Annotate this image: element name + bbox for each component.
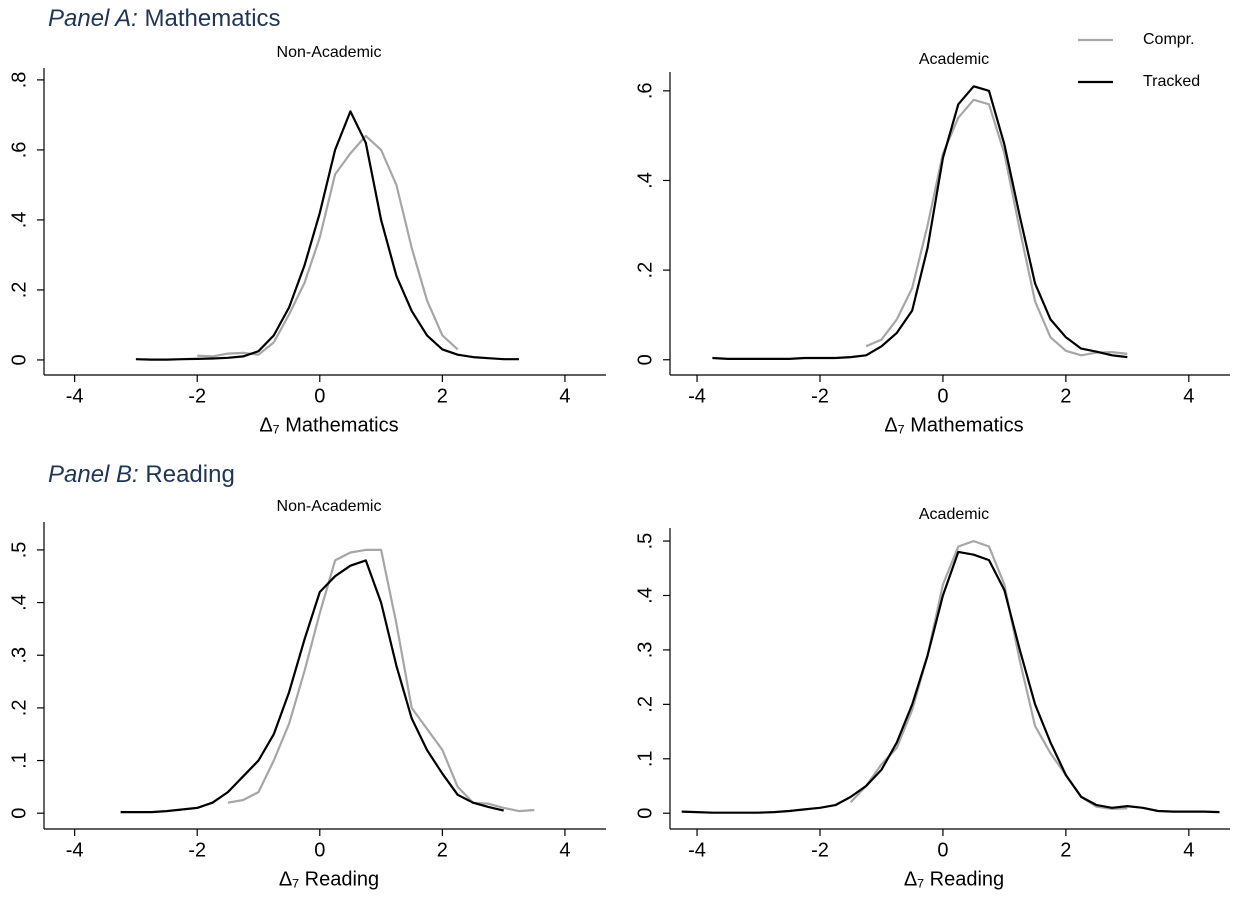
y-tick-label: 0 xyxy=(634,808,656,819)
x-tick-label: 0 xyxy=(937,839,948,861)
x-tick-label: 2 xyxy=(437,385,448,407)
x-tick-label: 4 xyxy=(1183,839,1194,861)
x-tick-label: -2 xyxy=(811,839,829,861)
y-tick-label: .6 xyxy=(8,142,30,159)
legend-label: Compr. xyxy=(1143,31,1195,48)
density-line xyxy=(135,110,519,361)
density-line xyxy=(227,548,535,813)
panel-title: Panel A: Mathematics xyxy=(48,5,281,32)
x-tick-label: -4 xyxy=(66,385,84,407)
x-axis-label: Δ₇ Reading xyxy=(279,868,379,890)
subplot-title: Academic xyxy=(919,506,989,523)
y-tick-label: .6 xyxy=(634,82,656,99)
y-tick-label: 0 xyxy=(8,808,30,819)
x-tick-label: -4 xyxy=(66,839,84,861)
x-tick-label: 4 xyxy=(559,385,570,407)
panel-title: Panel B: Reading xyxy=(48,461,235,488)
x-tick-label: -2 xyxy=(811,385,829,407)
x-tick-label: -4 xyxy=(688,385,706,407)
x-axis-label: Δ₇ Mathematics xyxy=(884,414,1023,436)
x-tick-label: 0 xyxy=(314,385,325,407)
x-tick-label: 2 xyxy=(437,839,448,861)
x-tick-label: -2 xyxy=(188,839,206,861)
y-tick-label: .3 xyxy=(8,647,30,664)
y-tick-label: .4 xyxy=(8,212,30,229)
y-tick-label: .5 xyxy=(8,542,30,559)
y-tick-label: .1 xyxy=(8,752,30,769)
x-tick-label: 0 xyxy=(314,839,325,861)
x-tick-label: 0 xyxy=(937,385,948,407)
x-axis-label: Δ₇ Mathematics xyxy=(259,414,398,436)
density-line xyxy=(197,134,459,358)
y-tick-label: .5 xyxy=(634,533,656,550)
density-line xyxy=(681,550,1220,814)
y-tick-label: .1 xyxy=(634,750,656,767)
y-tick-label: .2 xyxy=(634,262,656,279)
density-line xyxy=(712,85,1128,360)
panel-label: Panel A: xyxy=(48,5,138,32)
legend-label: Tracked xyxy=(1143,73,1200,90)
y-tick-label: 0 xyxy=(634,354,656,365)
y-tick-label: .2 xyxy=(8,282,30,299)
y-tick-label: .3 xyxy=(634,642,656,659)
x-tick-label: -2 xyxy=(188,385,206,407)
y-tick-label: .2 xyxy=(8,700,30,717)
subplot-title: Non-Academic xyxy=(277,498,382,515)
y-tick-label: .4 xyxy=(634,587,656,604)
x-tick-label: 2 xyxy=(1060,839,1071,861)
x-axis-label: Δ₇ Reading xyxy=(904,868,1004,890)
x-tick-label: 2 xyxy=(1060,385,1071,407)
density-line xyxy=(849,540,1128,810)
x-tick-label: -4 xyxy=(688,839,706,861)
x-tick-label: 4 xyxy=(1183,385,1194,407)
panel-name: Mathematics xyxy=(145,5,281,32)
y-tick-label: .4 xyxy=(8,594,30,611)
y-tick-label: .8 xyxy=(8,72,30,89)
panel-label: Panel B: xyxy=(48,461,139,488)
y-tick-label: .4 xyxy=(634,172,656,189)
panel-name: Reading xyxy=(145,461,234,488)
x-tick-label: 4 xyxy=(559,839,570,861)
density-line xyxy=(120,559,504,814)
subplot-title: Non-Academic xyxy=(277,44,382,61)
subplot-title: Academic xyxy=(919,51,989,68)
y-tick-label: .2 xyxy=(634,696,656,713)
y-tick-label: 0 xyxy=(8,354,30,365)
density-line xyxy=(865,98,1128,357)
